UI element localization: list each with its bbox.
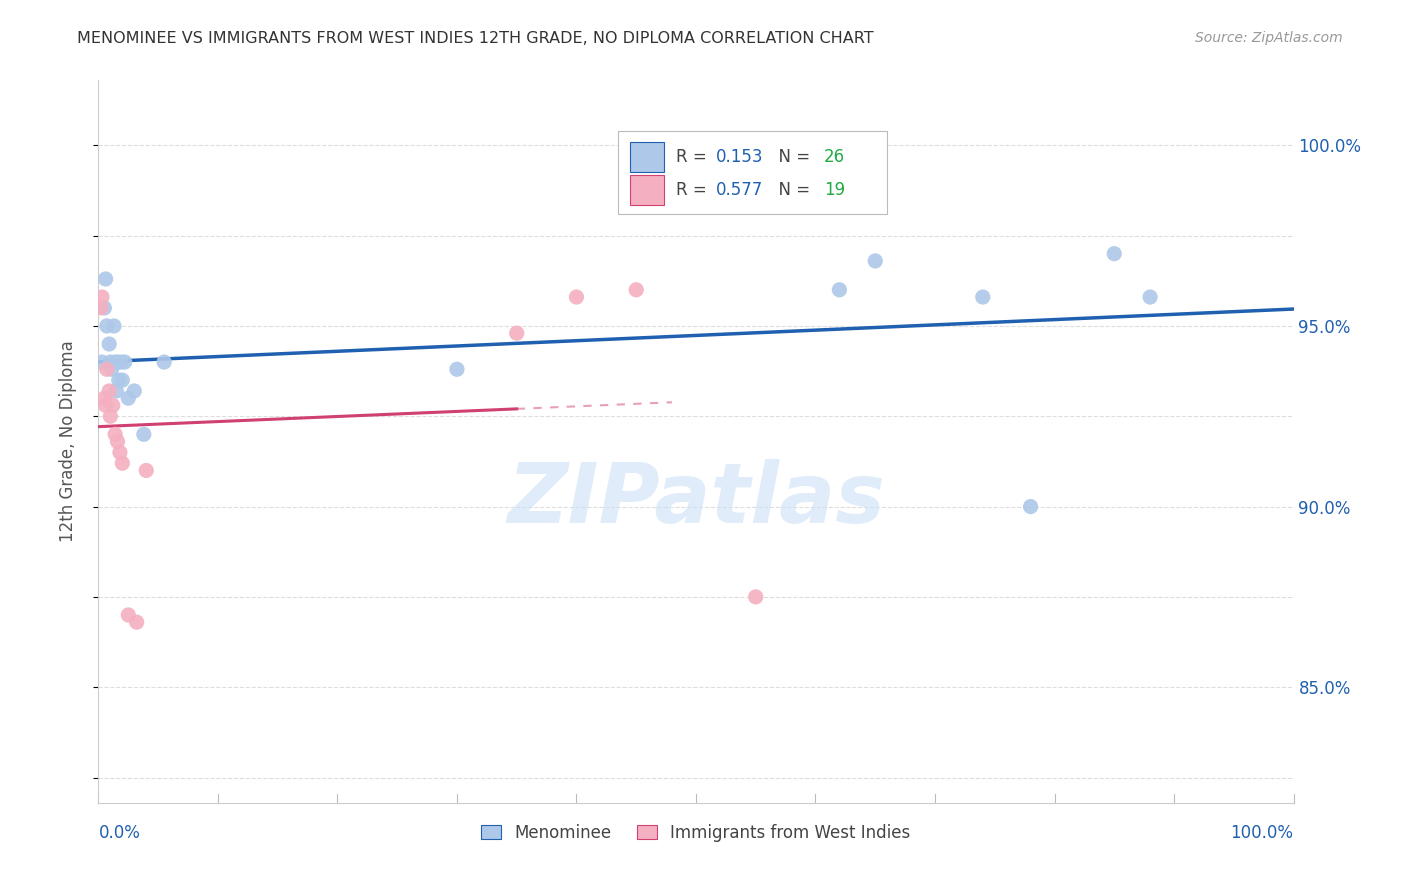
Point [104,427,127,442]
Point [114,355,136,369]
Point [94,272,117,286]
Text: MENOMINEE VS IMMIGRANTS FROM WEST INDIES 12TH GRADE, NO DIPLOMA CORRELATION CHAR: MENOMINEE VS IMMIGRANTS FROM WEST INDIES… [77,31,875,46]
Point [100,362,122,376]
Point [1019,500,1042,514]
Text: 0.0%: 0.0% [98,824,141,842]
Text: N =: N = [768,148,815,166]
Point [132,427,155,442]
Text: R =: R = [676,181,711,199]
Point [90,301,112,315]
Text: 0.153: 0.153 [716,148,763,166]
Point [96,362,118,376]
Point [1104,246,1126,260]
Point [626,283,648,297]
Point [98,384,121,398]
Point [117,607,139,622]
Point [124,384,146,398]
Text: ZIPatlas: ZIPatlas [508,458,884,540]
Text: 26: 26 [824,148,845,166]
Point [105,384,128,398]
Point [125,615,148,630]
Point [110,355,132,369]
Point [111,373,134,387]
Point [93,391,115,405]
Point [565,290,588,304]
Point [103,318,125,333]
FancyBboxPatch shape [619,131,887,214]
Point [98,355,122,369]
Point [98,337,121,351]
Point [108,445,131,459]
Point [1139,290,1161,304]
Point [153,355,176,369]
Point [446,362,468,376]
Point [93,301,115,315]
Point [94,399,117,413]
Text: N =: N = [768,181,815,199]
Point [101,399,124,413]
Point [91,290,114,304]
Y-axis label: 12th Grade, No Diploma: 12th Grade, No Diploma [59,341,77,542]
Point [96,318,118,333]
Point [828,283,851,297]
Point [104,355,127,369]
Point [972,290,994,304]
FancyBboxPatch shape [630,175,664,205]
Point [107,434,129,449]
Text: 0.577: 0.577 [716,181,763,199]
Point [91,355,114,369]
Point [865,254,887,268]
Point [745,590,768,604]
Point [135,463,157,477]
Point [111,456,134,470]
Text: R =: R = [676,148,711,166]
Point [506,326,529,341]
Legend: Menominee, Immigrants from West Indies: Menominee, Immigrants from West Indies [475,817,917,848]
Text: 19: 19 [824,181,845,199]
Text: 100.0%: 100.0% [1230,824,1294,842]
Text: Source: ZipAtlas.com: Source: ZipAtlas.com [1195,31,1343,45]
Point [107,373,129,387]
Point [117,391,139,405]
Point [107,355,129,369]
FancyBboxPatch shape [630,142,664,172]
Point [98,409,122,424]
